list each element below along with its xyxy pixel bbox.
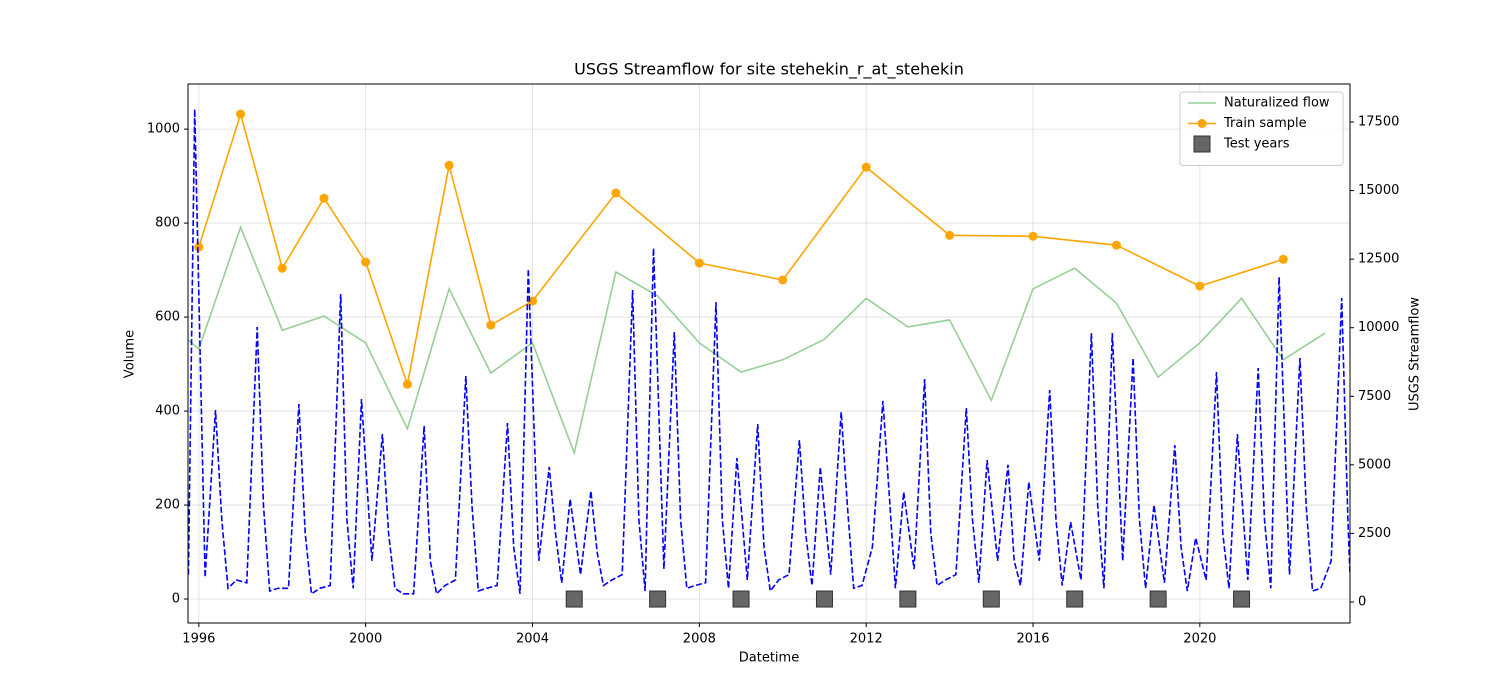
y2-tick-label: 5000: [1358, 457, 1391, 472]
point: [899, 590, 917, 608]
y-tick-label: 600: [155, 310, 180, 325]
point: [277, 263, 287, 273]
point: [402, 379, 412, 389]
y2-tick-label: 10000: [1358, 320, 1399, 335]
point: [982, 590, 1000, 608]
x-tick-label: 2012: [850, 632, 883, 647]
legend: Naturalized flow Train sample Test years: [1179, 91, 1344, 166]
point: [1149, 590, 1167, 608]
point: [194, 242, 204, 252]
point: [1028, 231, 1038, 241]
point: [778, 275, 788, 285]
y2-tick-label: 7500: [1358, 389, 1391, 404]
y-tick-label: 1000: [147, 122, 180, 137]
series-line: [188, 109, 1350, 596]
x-tick-label: 2008: [683, 632, 716, 647]
y2-axis-label: USGS Streamflow: [1408, 297, 1423, 411]
plot-frame: [187, 83, 1351, 624]
y2-tick-label: 15000: [1358, 183, 1399, 198]
point: [1111, 240, 1121, 250]
legend-label: Train sample: [1223, 116, 1307, 131]
x-axis-label: Datetime: [739, 651, 799, 666]
x-tick-label: 2000: [349, 632, 382, 647]
point: [1066, 590, 1084, 608]
y-tick-label: 200: [155, 498, 180, 513]
series-line: [198, 111, 1284, 388]
point: [815, 590, 833, 608]
point: [945, 230, 955, 240]
point: [565, 590, 583, 608]
point: [694, 258, 704, 268]
y2-tick-label: 0: [1358, 594, 1366, 609]
x-tick-label: 2020: [1183, 632, 1216, 647]
point: [649, 590, 667, 608]
point: [861, 162, 871, 172]
series: [188, 225, 1326, 456]
legend-label: Test years: [1223, 137, 1290, 152]
series: [194, 109, 1288, 389]
point: [1278, 254, 1288, 264]
point: [732, 590, 750, 608]
point: [528, 296, 538, 306]
point: [1195, 281, 1205, 291]
y2-tick-label: 17500: [1358, 114, 1399, 129]
legend-box: [1179, 91, 1344, 166]
point: [486, 320, 496, 330]
point: [319, 193, 329, 203]
grid: [188, 84, 1350, 623]
y-tick-label: 0: [172, 592, 180, 607]
series: [188, 109, 1350, 596]
series-line: [188, 225, 1326, 456]
point: [611, 188, 621, 198]
legend-swatch: [1193, 135, 1211, 153]
y-tick-label: 400: [155, 404, 180, 419]
point: [236, 109, 246, 119]
point: [444, 160, 454, 170]
chart-title: USGS Streamflow for site stehekin_r_at_s…: [574, 60, 964, 80]
x-tick-label: 2004: [516, 632, 549, 647]
y-tick-label: 800: [155, 216, 180, 231]
y2-tick-label: 2500: [1358, 526, 1391, 541]
x-tick-label: 2016: [1016, 632, 1049, 647]
y2-tick-label: 12500: [1358, 252, 1399, 267]
x-tick-label: 1996: [182, 632, 215, 647]
series: [565, 590, 1251, 608]
legend-swatch: [1197, 119, 1207, 128]
legend-label: Naturalized flow: [1224, 96, 1330, 111]
point: [1233, 590, 1251, 608]
y-axis-label: Volume: [123, 330, 138, 378]
point: [361, 257, 371, 267]
